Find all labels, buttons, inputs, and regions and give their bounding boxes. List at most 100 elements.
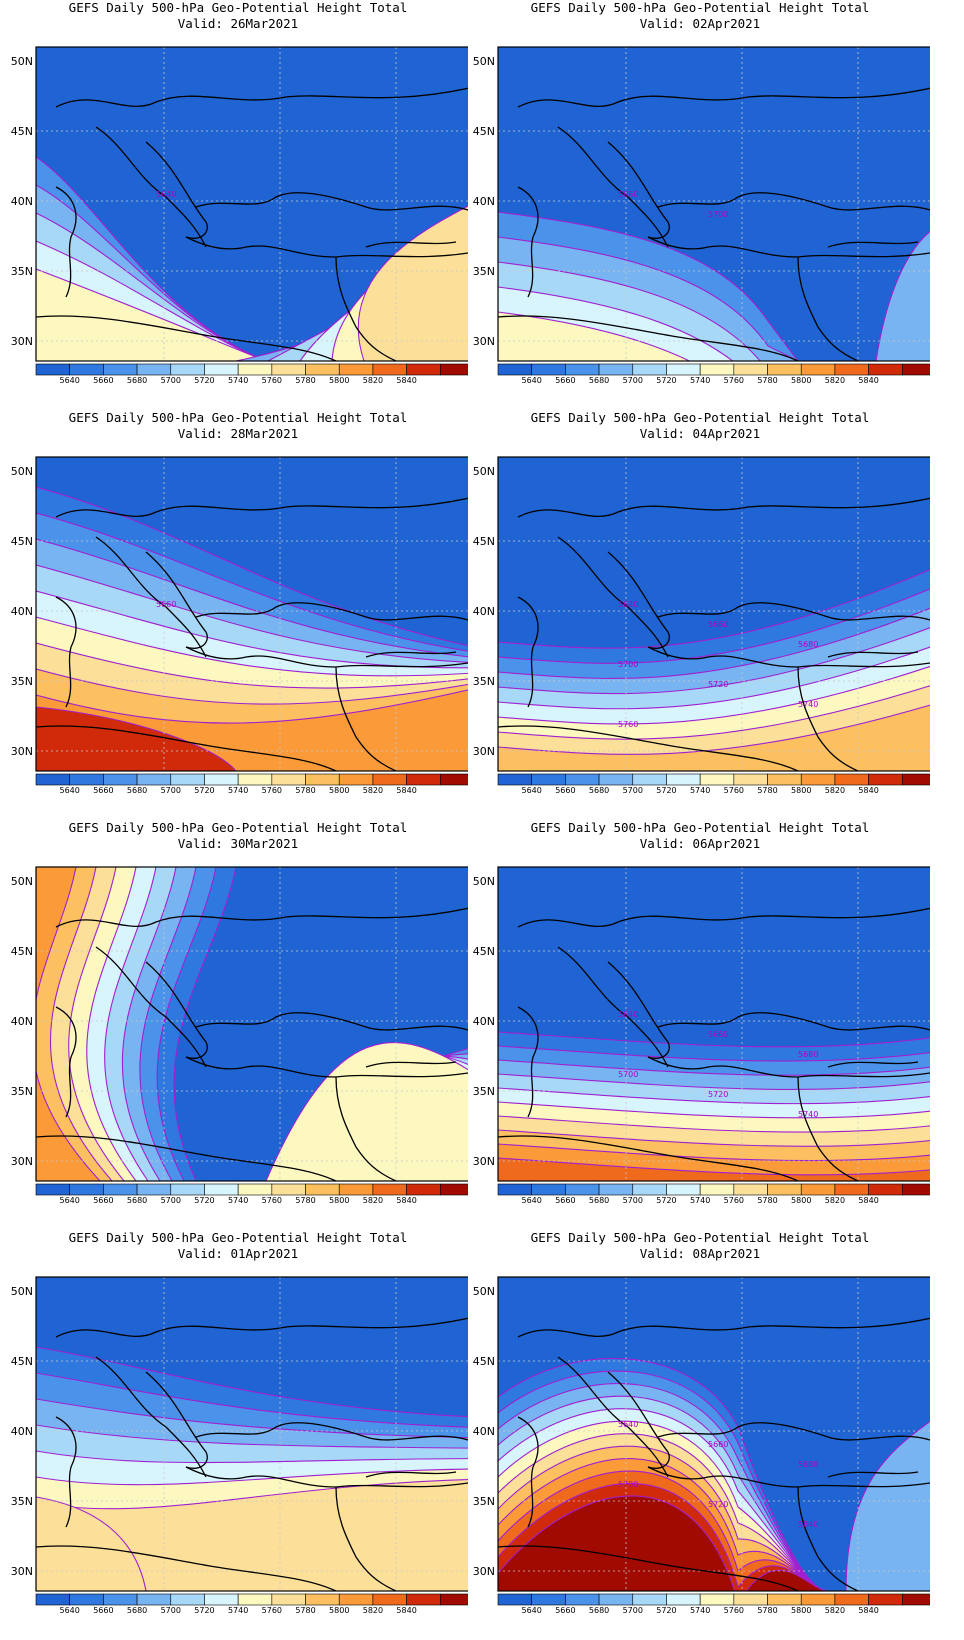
- coastline: [827, 1061, 919, 1068]
- colorbar-swatch: [305, 1183, 340, 1196]
- colorbar-label: 5800: [791, 786, 811, 795]
- colorbar-swatch: [699, 363, 735, 376]
- colorbar-label: 5740: [228, 1196, 248, 1205]
- coastline: [607, 1371, 670, 1469]
- colorbar-swatch: [531, 363, 566, 376]
- colorbar-label: 5660: [93, 1606, 113, 1615]
- coastline: [95, 1356, 207, 1478]
- colorbar-swatch: [565, 1593, 600, 1606]
- colorbar-swatch: [497, 773, 532, 786]
- colorbar-label: 5640: [60, 786, 80, 795]
- colorbar-label: 5760: [724, 786, 744, 795]
- panel-title-text: GEFS Daily 500-hPa Geo-Potential Height …: [530, 0, 870, 15]
- coastline: [607, 141, 670, 239]
- colorbar-swatch: [136, 773, 172, 786]
- map-frame: [497, 866, 930, 1182]
- coastline: [498, 1135, 799, 1181]
- coastline: [145, 141, 208, 239]
- latitude-tick-label: 30N: [11, 1155, 33, 1168]
- colorbar: 5640 5660 5680 5700 5720 5740 5760 5780 5800 5820…: [497, 1593, 930, 1615]
- latitude-tick-label: 45N: [473, 125, 495, 138]
- coastline: [36, 725, 337, 771]
- colorbar-label: 5820: [825, 786, 845, 795]
- colorbar-swatch: [565, 773, 600, 786]
- coastline: [36, 315, 337, 361]
- colorbar-label: 5680: [127, 1196, 147, 1205]
- colorbar-swatch: [69, 773, 104, 786]
- latitude-tick-label: 40N: [473, 605, 495, 618]
- colorbar-swatch: [406, 363, 441, 376]
- colorbar-label: 5840: [396, 1196, 416, 1205]
- contour-label: 5660: [708, 1440, 728, 1449]
- latitude-tick-label: 35N: [11, 1085, 33, 1098]
- colorbar: 5640 5660 5680 5700 5720 5740 5760 5780 5800 5820…: [35, 363, 468, 385]
- contour-label: 5700: [618, 1480, 638, 1489]
- colorbar-label: 5660: [93, 786, 113, 795]
- coastline: [657, 1422, 930, 1441]
- coastline: [797, 1076, 859, 1181]
- colorbar-swatch: [733, 773, 768, 786]
- latitude-tick-label: 35N: [11, 675, 33, 688]
- coastline: [498, 725, 799, 771]
- colorbar-swatch: [305, 363, 340, 376]
- colorbar-swatch: [565, 1183, 600, 1196]
- height-contour-band: [498, 1495, 829, 1591]
- coastline: [557, 946, 669, 1068]
- colorbar-label: 5720: [656, 786, 676, 795]
- colorbar-label: 5640: [522, 376, 542, 385]
- contour-label: 5640: [618, 1010, 638, 1019]
- height-contour-band: [498, 311, 799, 361]
- colorbar-swatch: [868, 1593, 903, 1606]
- coastline: [145, 1371, 208, 1469]
- colorbar-label: 5660: [93, 376, 113, 385]
- panel-title: GEFS Daily 500-hPa Geo-Potential Height …: [8, 1230, 468, 1262]
- latitude-tick-label: 40N: [11, 605, 33, 618]
- panel-valid-date: Valid: 08Apr2021: [639, 1246, 761, 1261]
- map-panel: GEFS Daily 500-hPa Geo-Potential Height …: [8, 410, 468, 800]
- colorbar-swatch: [35, 1593, 70, 1606]
- contour-label: 5640: [156, 190, 176, 199]
- contour-label: 5680: [798, 1050, 818, 1059]
- latitude-tick-label: 50N: [473, 1285, 495, 1298]
- contour-label: 5680: [798, 640, 818, 649]
- panel-valid-date: Valid: 01Apr2021: [177, 1246, 299, 1261]
- colorbar-label: 5740: [690, 1606, 710, 1615]
- coastline: [517, 186, 539, 298]
- colorbar-label: 5820: [363, 1196, 383, 1205]
- colorbar-swatch: [338, 773, 374, 786]
- coastline: [517, 87, 930, 108]
- colorbar-swatch: [372, 1593, 407, 1606]
- coastline: [36, 1135, 337, 1181]
- panel-valid-date: Valid: 28Mar2021: [177, 426, 299, 441]
- colorbar-label: 5780: [295, 1196, 315, 1205]
- colorbar-swatch: [632, 1183, 667, 1196]
- colorbar-swatch: [136, 363, 172, 376]
- latitude-tick-label: 30N: [473, 745, 495, 758]
- latitude-tick-label: 35N: [473, 1085, 495, 1098]
- map-frame: [35, 456, 468, 772]
- map-panel: GEFS Daily 500-hPa Geo-Potential Height …: [470, 410, 930, 800]
- contour-label: 5740: [798, 700, 818, 709]
- height-contour-band: [36, 867, 113, 1181]
- colorbar-swatch: [598, 1183, 634, 1196]
- colorbar-label: 5640: [522, 786, 542, 795]
- coastline: [195, 1012, 468, 1031]
- colorbar-label: 5780: [757, 1196, 777, 1205]
- colorbar-swatch: [834, 1593, 869, 1606]
- colorbar-label: 5780: [757, 376, 777, 385]
- map-frame: [35, 46, 468, 362]
- colorbar-label: 5720: [194, 1606, 214, 1615]
- colorbar-swatch: [699, 773, 735, 786]
- coastline: [647, 1056, 930, 1078]
- coastline: [657, 1012, 930, 1031]
- map-figure: 50N45N40N35N30N10E20E30E40E5640566056805…: [11, 866, 468, 1205]
- colorbar-swatch: [237, 363, 273, 376]
- colorbar-swatch: [440, 363, 468, 376]
- coastline: [797, 1486, 859, 1591]
- contour-label: 5720: [708, 680, 728, 689]
- latitude-tick-label: 50N: [473, 465, 495, 478]
- colorbar-swatch: [902, 1183, 930, 1196]
- colorbar-swatch: [103, 1593, 138, 1606]
- colorbar-label: 5720: [194, 786, 214, 795]
- colorbar-label: 5840: [858, 1606, 878, 1615]
